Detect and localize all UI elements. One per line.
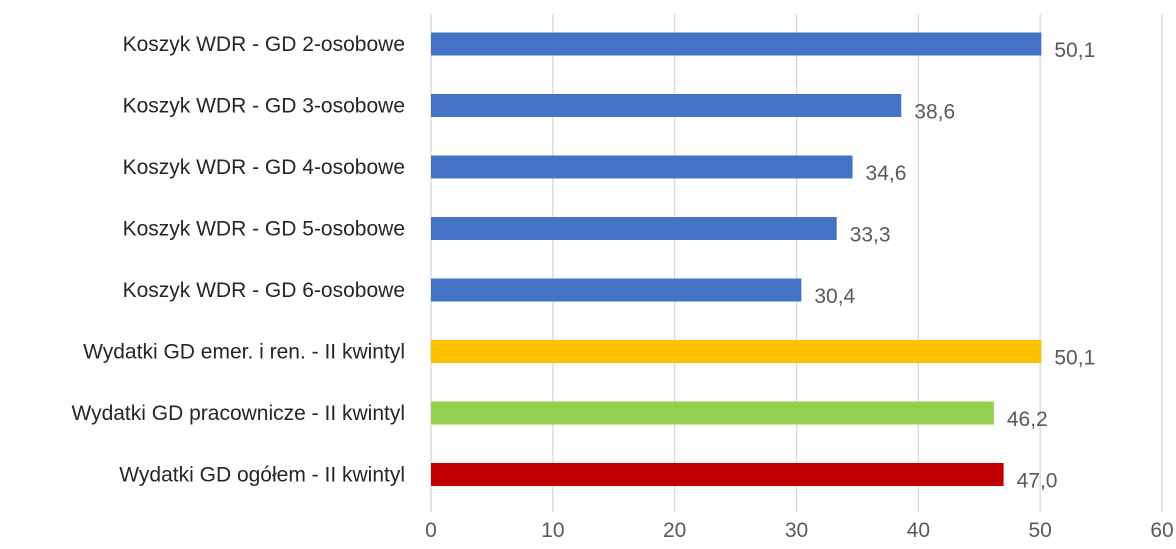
value-label: 30,4 (814, 285, 855, 308)
value-label: 47,0 (1017, 470, 1058, 493)
x-tick-label: 30 (785, 519, 808, 542)
value-label: 33,3 (850, 224, 891, 247)
category-label: Wydatki GD emer. i ren. - II kwintyl (83, 341, 405, 364)
value-label: 50,1 (1054, 347, 1095, 370)
value-label: 34,6 (866, 162, 907, 185)
x-axis-tick-labels: 0 10 20 30 40 50 60 (425, 519, 1174, 542)
category-label: Koszyk WDR - GD 3-osobowe (123, 95, 405, 118)
bars (431, 32, 1042, 486)
x-tick-label: 40 (907, 519, 930, 542)
category-labels: Koszyk WDR - GD 2-osobowe Koszyk WDR - GD… (71, 33, 405, 487)
x-tick-label: 20 (663, 519, 686, 542)
value-label: 38,6 (914, 101, 955, 124)
bar (431, 401, 994, 425)
bar (431, 94, 902, 117)
bar (431, 155, 853, 179)
grid-lines (430, 14, 1163, 512)
x-tick-label: 0 (425, 519, 437, 542)
bar (431, 340, 1042, 363)
bar (431, 278, 802, 302)
category-label: Koszyk WDR - GD 4-osobowe (123, 156, 405, 179)
category-label: Koszyk WDR - GD 6-osobowe (123, 279, 405, 302)
value-label: 50,1 (1054, 39, 1095, 62)
bar (431, 217, 837, 240)
x-tick-label: 60 (1150, 519, 1173, 542)
x-tick-label: 50 (1028, 519, 1051, 542)
bar (431, 32, 1042, 56)
value-label: 46,2 (1007, 408, 1048, 431)
value-labels: 50,1 38,6 34,6 33,3 30,4 50,1 46,2 47,0 (814, 39, 1095, 493)
category-label: Koszyk WDR - GD 2-osobowe (123, 33, 405, 56)
category-label: Wydatki GD pracownicze - II kwintyl (71, 402, 405, 425)
category-label: Koszyk WDR - GD 5-osobowe (123, 218, 405, 241)
bar (431, 463, 1004, 486)
x-tick-label: 10 (541, 519, 564, 542)
category-label: Wydatki GD ogółem - II kwintyl (119, 464, 405, 487)
